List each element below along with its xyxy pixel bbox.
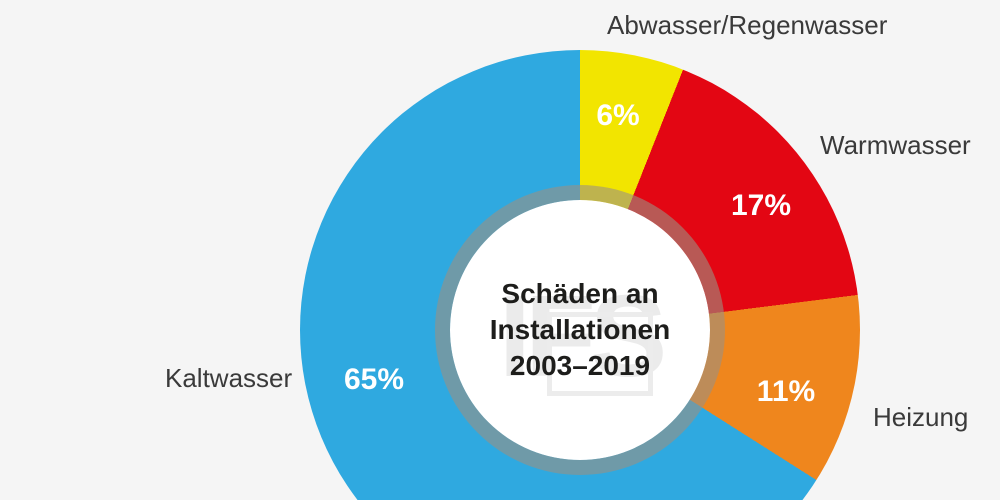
chart-title-line-1: Schäden an bbox=[501, 278, 659, 309]
percent-label-kaltwasser: 65% bbox=[343, 363, 405, 396]
ifs-logo-watermark-box bbox=[547, 312, 653, 396]
chart-title: Schäden an Installationen 2003–2019 bbox=[490, 276, 670, 384]
percent-label-warmwasser: 17% bbox=[730, 189, 792, 222]
chart-title-line-3: 2003–2019 bbox=[509, 350, 651, 381]
segment-label-heizung: Heizung bbox=[873, 402, 969, 432]
segment-label-kaltwasser: Kaltwasser bbox=[165, 363, 293, 393]
chart-title-line-2: Installationen bbox=[489, 314, 671, 345]
percent-label-heizung: 11% bbox=[756, 375, 816, 408]
ifs-logo-watermark: IFS bbox=[498, 270, 667, 401]
percent-label-abwasser: 6% bbox=[596, 99, 640, 132]
segment-label-abwasser: Abwasser/Regenwasser bbox=[607, 10, 888, 40]
segment-label-warmwasser: Warmwasser bbox=[820, 130, 971, 160]
chart-center: IFS Schäden an Installationen 2003–2019 bbox=[435, 185, 725, 475]
